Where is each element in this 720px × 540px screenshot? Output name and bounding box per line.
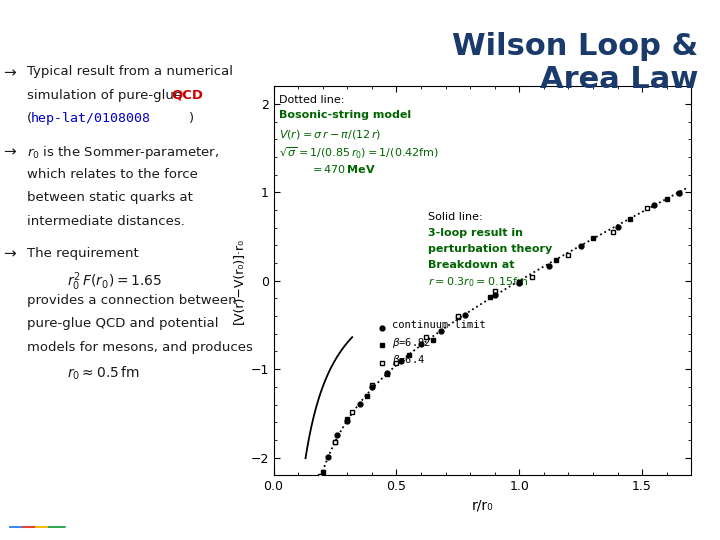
Circle shape <box>22 526 40 528</box>
Y-axis label: [V(r)−V(r₀)]·r₀: [V(r)−V(r₀)]·r₀ <box>233 238 246 324</box>
Text: Wilson Loop &
Area Law: Wilson Loop & Area Law <box>452 32 698 94</box>
Text: Solid line:: Solid line: <box>428 212 483 222</box>
Text: hep-lat/0108008: hep-lat/0108008 <box>31 112 150 125</box>
Text: $\beta$=6.92: $\beta$=6.92 <box>392 336 431 350</box>
Text: $r_0$ is the Sommer-parameter,: $r_0$ is the Sommer-parameter, <box>27 144 219 161</box>
Text: ): ) <box>189 112 194 125</box>
Text: simulation of pure-glue: simulation of pure-glue <box>27 89 186 102</box>
Text: →: → <box>3 65 15 80</box>
Text: Typical result from a numerical: Typical result from a numerical <box>27 65 233 78</box>
Text: models for mesons, and produces: models for mesons, and produces <box>27 341 253 354</box>
Text: which relates to the force: which relates to the force <box>27 167 197 180</box>
Text: continuum limit: continuum limit <box>392 320 485 330</box>
Text: 8-12/10/12: Math Aspects of Hadron Physics: 8-12/10/12: Math Aspects of Hadron Physi… <box>504 523 703 531</box>
Text: →: → <box>3 144 15 159</box>
Text: pure-glue QCD and potential: pure-glue QCD and potential <box>27 318 218 330</box>
Text: $\beta$=6.4: $\beta$=6.4 <box>392 353 425 367</box>
Text: (: ( <box>27 112 32 125</box>
X-axis label: r/r₀: r/r₀ <box>472 498 493 512</box>
Text: intermediate distances.: intermediate distances. <box>27 215 184 228</box>
Circle shape <box>35 526 53 528</box>
Text: $r_0 \approx 0.5\,\mathrm{fm}$: $r_0 \approx 0.5\,\mathrm{fm}$ <box>66 364 140 382</box>
Circle shape <box>9 526 27 528</box>
Text: QCD: QCD <box>172 89 204 102</box>
Text: Bosonic-string model: Bosonic-string model <box>279 110 410 120</box>
Text: $V(r) = \sigma\, r - \pi/(12\, r)$: $V(r) = \sigma\, r - \pi/(12\, r)$ <box>279 128 381 141</box>
Circle shape <box>48 526 66 528</box>
Text: between static quarks at: between static quarks at <box>27 191 192 204</box>
Text: Breakdown at: Breakdown at <box>428 260 515 269</box>
Text: $r_0^2\,F(r_0) = 1.65$: $r_0^2\,F(r_0) = 1.65$ <box>66 270 162 293</box>
Text: $= 470\,\mathbf{MeV}$: $= 470\,\mathbf{MeV}$ <box>310 163 377 176</box>
Text: →: → <box>3 247 15 262</box>
Text: provides a connection between: provides a connection between <box>27 294 236 307</box>
Text: Dotted line:: Dotted line: <box>279 95 344 105</box>
Text: The requirement: The requirement <box>27 247 138 260</box>
Text: Craig Roberts: Truncations in DSE-QCD (114p): Craig Roberts: Truncations in DSE-QCD (1… <box>94 523 302 531</box>
Text: 87: 87 <box>685 522 698 532</box>
Text: $r = 0.3r_0 = 0.15\mathrm{fm}$: $r = 0.3r_0 = 0.15\mathrm{fm}$ <box>428 275 528 289</box>
Text: $\sqrt{\sigma} = 1/(0.85\, r_0)=1/(0.42\mathrm{fm})$: $\sqrt{\sigma} = 1/(0.85\, r_0)=1/(0.42\… <box>279 146 438 161</box>
Text: 3-loop result in: 3-loop result in <box>428 228 523 238</box>
Text: perturbation theory: perturbation theory <box>428 244 553 254</box>
